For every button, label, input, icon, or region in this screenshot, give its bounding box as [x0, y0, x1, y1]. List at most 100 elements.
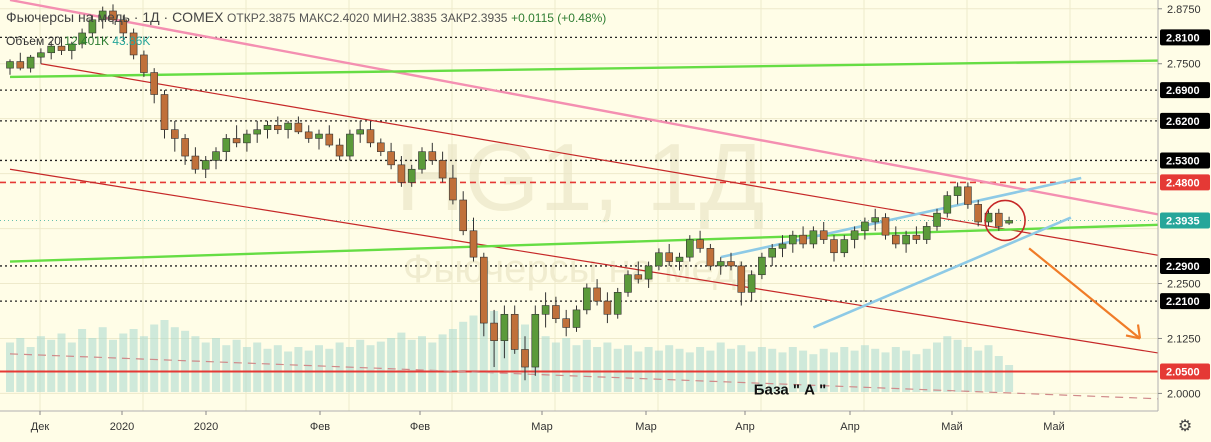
volume-bar	[263, 348, 272, 392]
volume-bar	[891, 347, 900, 392]
candle-body	[964, 186, 972, 205]
candle-body	[840, 239, 849, 254]
volume-bar	[809, 354, 818, 392]
price-level-tag	[1160, 152, 1210, 169]
price-level-tag	[1160, 174, 1210, 191]
volume-bar	[201, 342, 210, 392]
candle-body	[809, 230, 818, 245]
volume-bar	[26, 347, 35, 392]
volume-bar	[860, 345, 869, 392]
volume-bar	[459, 321, 468, 392]
volume-bar	[953, 339, 962, 392]
candle-body	[6, 61, 14, 69]
candle-body	[541, 305, 550, 315]
candle-body	[68, 43, 76, 51]
base-a-label: База " А "	[754, 381, 826, 398]
candle-body	[593, 287, 601, 302]
candle-body	[191, 155, 200, 170]
candle-body	[994, 212, 1003, 227]
candle-body	[747, 274, 756, 293]
candle-body	[953, 186, 962, 196]
volume-bar	[98, 327, 107, 392]
volume-bar	[963, 347, 972, 392]
candle-body	[407, 168, 416, 183]
volume-bar	[139, 336, 148, 392]
candle-body	[469, 230, 478, 258]
candle-body	[716, 261, 725, 267]
price-level-label: 2.0500	[1166, 366, 1200, 378]
volume-bar	[387, 338, 396, 392]
volume-bar	[737, 345, 746, 392]
time-tick-label: Фев	[310, 421, 330, 433]
price-level-tag	[1160, 29, 1210, 46]
price-level-label: 2.2900	[1166, 261, 1200, 273]
volume-bar	[943, 336, 952, 392]
volume-value: 12.401K	[64, 34, 109, 48]
candle-body	[78, 32, 86, 45]
volume-bar	[418, 336, 426, 392]
candle-body	[222, 138, 231, 152]
candle-body	[531, 313, 540, 368]
volume-bar	[315, 345, 323, 392]
candle-body	[850, 230, 859, 240]
volume-bar	[78, 329, 87, 392]
volume-bar	[644, 347, 653, 392]
volume-bar	[624, 345, 632, 392]
time-tick-label: Май	[1043, 421, 1065, 433]
candle-body	[675, 256, 684, 262]
time-tick-label: Мар	[635, 421, 657, 433]
candle-body	[613, 292, 622, 315]
volume-label[interactable]: Объем 20	[6, 34, 61, 48]
volume-bar	[6, 342, 14, 392]
price-level-label: 2.3935	[1166, 215, 1200, 227]
candle-body	[26, 56, 35, 69]
trendline-support-green-upper	[9, 58, 1211, 79]
candle-body	[376, 142, 385, 152]
gear-icon[interactable]: ⚙	[1177, 418, 1193, 435]
price-level-tag	[1160, 257, 1210, 274]
candle-body	[57, 45, 66, 51]
candle-body	[366, 129, 375, 144]
annotations: База " А "	[754, 199, 1142, 398]
candle-body	[922, 226, 931, 240]
volume-bar	[593, 347, 602, 392]
candle-body	[624, 274, 632, 293]
time-tick-label: Апр	[735, 421, 754, 433]
volume-bar	[232, 339, 241, 392]
candle-body	[758, 256, 766, 276]
candle-body	[304, 131, 313, 139]
candle-body	[16, 61, 25, 69]
volume-bar	[345, 347, 354, 392]
trendline-resistance	[9, 0, 1211, 226]
change-value: +0.0115 (+0.48%)	[511, 11, 607, 25]
price-level-tag	[1160, 112, 1210, 129]
candle-body	[140, 54, 148, 73]
trendline-channel-upper	[40, 63, 1211, 265]
candle-body	[212, 151, 220, 161]
volume-bar	[407, 339, 416, 392]
candle-body	[737, 265, 746, 293]
volume-bar	[160, 320, 169, 392]
volume-bar	[150, 324, 159, 392]
volume-bar	[582, 339, 591, 392]
candle-body	[273, 124, 282, 130]
price-level-label: 2.6200	[1166, 116, 1200, 128]
candle-body	[933, 212, 941, 227]
candle-body	[572, 309, 581, 328]
candle-body	[912, 234, 921, 240]
candle-body	[819, 230, 828, 240]
volume-bar	[325, 348, 334, 392]
price-tick-label: 2.7500	[1167, 59, 1201, 71]
candle-body	[37, 52, 45, 58]
volume-bar	[222, 345, 231, 392]
volume-bar	[727, 348, 735, 392]
volume-bar	[191, 336, 200, 392]
candle-body	[655, 252, 663, 267]
volume-bar	[109, 339, 117, 392]
price-tick-label: 2.1250	[1167, 333, 1201, 345]
candle-body	[500, 313, 509, 341]
candle-body	[768, 248, 777, 258]
symbol-title[interactable]: Фьючерсы на медь · 1Д · COMEX	[6, 9, 224, 25]
